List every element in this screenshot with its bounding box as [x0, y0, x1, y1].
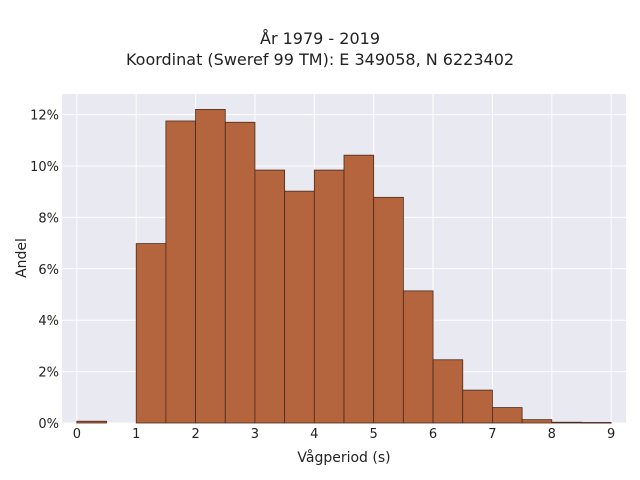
bars — [76, 109, 612, 424]
histogram-bar — [343, 154, 375, 424]
x-tick-label: 8 — [548, 427, 556, 442]
histogram-bar — [224, 121, 256, 424]
histogram-bar — [195, 109, 226, 424]
y-tick-label: 10% — [30, 160, 59, 175]
histogram-bar — [373, 196, 404, 424]
histogram-bar — [254, 169, 286, 424]
x-tick-label: 2 — [191, 427, 199, 442]
y-tick-label: 6% — [38, 263, 59, 278]
histogram-bar — [462, 389, 493, 424]
histogram-bar — [313, 169, 345, 424]
x-tick-label: 6 — [429, 427, 437, 442]
x-tick-label: 7 — [488, 427, 496, 442]
y-tick-label: 4% — [38, 314, 59, 329]
y-axis-label: Andel — [14, 238, 30, 278]
x-axis-label: Vågperiod (s) — [297, 449, 390, 466]
x-tick-label: 9 — [607, 427, 615, 442]
histogram-bar — [76, 420, 107, 424]
y-axis-ticks: 0% 2% 4% 6% 8% 10% 12% — [30, 109, 59, 432]
histogram-bar — [581, 422, 612, 424]
histogram-bar — [521, 419, 553, 424]
x-tick-label: 4 — [310, 427, 318, 442]
histogram-bar — [284, 190, 315, 424]
y-tick-label: 2% — [38, 366, 59, 381]
histogram-bar — [551, 421, 582, 424]
x-tick-label: 0 — [73, 427, 81, 442]
histogram-bar — [135, 243, 167, 424]
histogram-bar — [492, 407, 523, 424]
x-tick-label: 5 — [370, 427, 378, 442]
histogram-bar — [402, 290, 434, 424]
x-axis-ticks: 0 1 2 3 4 5 6 7 8 9 — [73, 427, 616, 442]
chart-title: År 1979 - 2019 — [260, 29, 380, 48]
histogram-bar — [165, 120, 196, 424]
y-tick-label: 12% — [30, 109, 59, 124]
x-tick-label: 1 — [132, 427, 140, 442]
x-tick-label: 3 — [251, 427, 259, 442]
chart-subtitle: Koordinat (Sweref 99 TM): E 349058, N 62… — [125, 50, 515, 69]
histogram-bar — [432, 359, 464, 424]
y-tick-label: 0% — [38, 417, 59, 432]
y-tick-label: 8% — [38, 211, 59, 226]
